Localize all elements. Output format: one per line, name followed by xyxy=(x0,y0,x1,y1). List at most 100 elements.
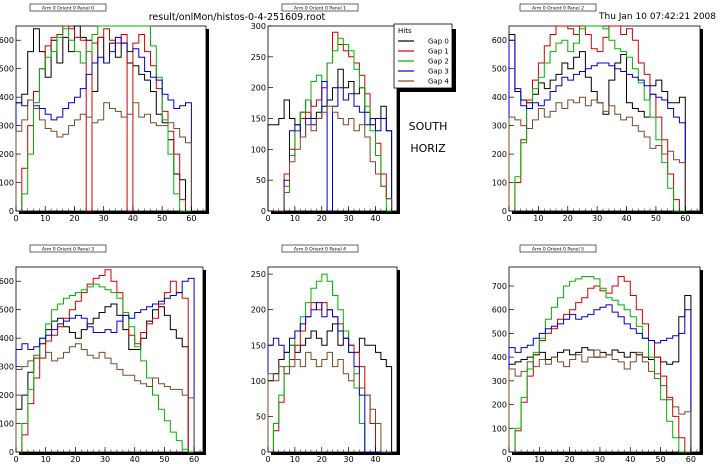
y-tick-label: 400 xyxy=(492,93,507,102)
y-tick-label: 300 xyxy=(251,22,266,31)
panel-title: Arm 0 Orient 0 Panel 5 xyxy=(532,247,584,253)
x-tick-label: 0 xyxy=(506,214,511,223)
y-tick-label: 150 xyxy=(251,115,266,124)
y-tick-label: 50 xyxy=(256,412,266,421)
y-tick-label: 600 xyxy=(492,36,507,45)
x-tick-label: 0 xyxy=(506,455,511,464)
x-tick-label: 20 xyxy=(565,455,575,464)
x-tick-label: 50 xyxy=(655,455,665,464)
series-gap-0 xyxy=(508,34,686,211)
y-tick-label: 0 xyxy=(9,207,14,216)
y-tick-label: 100 xyxy=(492,179,507,188)
y-tick-label: 300 xyxy=(492,377,507,386)
panels-group: Arm 0 Orient 0 Panel 00 10 20 30 40 50 6001002… xyxy=(0,3,703,464)
panel-frame xyxy=(508,266,701,453)
series-gap-2 xyxy=(16,283,195,453)
y-tick-label: 600 xyxy=(0,36,14,45)
panel-frame xyxy=(508,25,701,212)
x-tick-label: 60 xyxy=(189,455,199,464)
panel-frame xyxy=(15,25,207,212)
y-tick-label: 250 xyxy=(251,53,266,62)
series-gap-4 xyxy=(267,351,392,453)
x-tick-label: 0 xyxy=(13,214,18,223)
x-tick-label: 40 xyxy=(625,455,635,464)
y-tick-label: 200 xyxy=(492,401,507,410)
panel-title-box xyxy=(281,244,359,253)
series-gap-4 xyxy=(268,105,393,212)
x-tick-label: 40 xyxy=(130,455,140,464)
x-tick-label: 10 xyxy=(290,214,300,223)
annotation-line-1: SOUTH xyxy=(409,120,448,133)
legend-entry: Gap 2 xyxy=(428,58,449,66)
y-tick-label: 0 xyxy=(502,448,507,457)
y-tick-label: 100 xyxy=(0,420,14,429)
y-tick-label: 200 xyxy=(0,391,14,400)
x-tick-label: 10 xyxy=(40,214,50,223)
panel-2: Arm 0 Orient 0 Panel 20 10 20 30 40 50 6001002… xyxy=(492,3,703,223)
y-tick-label: 600 xyxy=(492,306,507,315)
x-tick-label: 30 xyxy=(344,214,354,223)
x-tick-label: 40 xyxy=(370,214,380,223)
y-tick-label: 500 xyxy=(492,65,507,74)
series-gap-2 xyxy=(268,273,392,453)
y-tick-label: 200 xyxy=(251,306,266,315)
y-tick-label: 250 xyxy=(251,270,266,279)
panel-title: Arm 0 Orient 0 Panel 3 xyxy=(42,247,94,253)
series-gap-3 xyxy=(508,304,692,452)
panel-title: Arm 0 Orient 0 Panel 1 xyxy=(294,6,346,12)
series-gap-2 xyxy=(509,25,686,212)
y-tick-label: 100 xyxy=(492,424,507,433)
y-tick-label: 200 xyxy=(492,150,507,159)
x-tick-label: 10 xyxy=(533,214,543,223)
panel-5: Arm 0 Orient 0 Panel 50 10 20 30 40 50 6001002… xyxy=(492,244,703,464)
legend-title: Hits xyxy=(398,27,412,35)
y-tick-label: 0 xyxy=(502,207,507,216)
x-tick-label: 20 xyxy=(69,214,79,223)
x-tick-label: 40 xyxy=(370,455,380,464)
series-gap-0 xyxy=(267,68,393,211)
series-gap-3 xyxy=(15,36,192,211)
y-tick-label: 300 xyxy=(0,363,14,372)
panel-3: Arm 0 Orient 0 Panel 30 10 20 30 40 50 6001002… xyxy=(0,244,206,464)
panel-title: Arm 0 Orient 0 Panel 4 xyxy=(294,247,346,253)
y-tick-label: 500 xyxy=(492,329,507,338)
series-gap-0 xyxy=(15,303,195,453)
legend-entry: Gap 3 xyxy=(428,68,449,76)
y-tick-label: 400 xyxy=(0,93,14,102)
y-tick-label: 100 xyxy=(251,145,266,154)
panel-title: Arm 0 Orient 0 Panel 2 xyxy=(532,6,584,12)
series-gap-4 xyxy=(15,343,195,452)
x-tick-label: 60 xyxy=(186,214,196,223)
x-tick-label: 30 xyxy=(344,455,354,464)
panel-title-box xyxy=(519,3,597,12)
panel-4: Arm 0 Orient 0 Panel 4 0 10 20 30 40 0 50 100 150… xyxy=(251,244,400,464)
legend-entry: Gap 0 xyxy=(428,38,449,46)
date-label: Thu Jan 10 07:42:21 2008 xyxy=(598,12,716,22)
panel-title-box xyxy=(29,244,107,253)
legend: Hits Gap 0 Gap 1 Gap 2 Gap 3 Gap 4 xyxy=(393,23,456,92)
y-tick-label: 0 xyxy=(9,448,14,457)
annotation-line-2: HORIZ xyxy=(410,142,446,155)
x-tick-label: 40 xyxy=(621,214,631,223)
x-tick-label: 30 xyxy=(100,455,110,464)
panel-0: Arm 0 Orient 0 Panel 00 10 20 30 40 50 6001002… xyxy=(0,3,209,223)
y-tick-label: 700 xyxy=(492,282,507,291)
x-tick-label: 10 xyxy=(41,455,51,464)
y-tick-label: 150 xyxy=(251,341,266,350)
series-gap-4 xyxy=(508,96,686,211)
x-tick-label: 30 xyxy=(595,455,605,464)
x-tick-label: 30 xyxy=(592,214,602,223)
panel-frame xyxy=(15,266,204,453)
panel-title-box xyxy=(29,3,107,12)
y-tick-label: 50 xyxy=(256,176,266,185)
y-tick-label: 100 xyxy=(0,179,14,188)
y-tick-label: 0 xyxy=(261,207,266,216)
series-gap-1 xyxy=(16,269,195,453)
legend-box xyxy=(393,23,453,89)
y-tick-label: 500 xyxy=(0,65,14,74)
y-tick-label: 200 xyxy=(251,84,266,93)
y-tick-label: 0 xyxy=(261,448,266,457)
x-tick-label: 10 xyxy=(290,455,300,464)
x-tick-label: 40 xyxy=(128,214,138,223)
